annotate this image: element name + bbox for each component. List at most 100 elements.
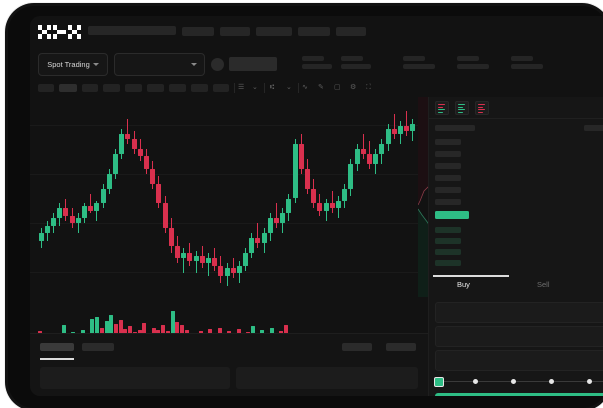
candle-body <box>181 253 187 259</box>
orderbook-mode-both-icon[interactable] <box>435 101 449 115</box>
orders-panel <box>30 333 428 396</box>
orderbook-mode-group <box>435 101 489 115</box>
tf-5m[interactable] <box>59 84 77 92</box>
candle-body <box>106 173 112 189</box>
order-price-input[interactable] <box>435 302 603 323</box>
candle-body <box>348 163 354 189</box>
indicators-icon[interactable]: ⑆ <box>270 84 275 91</box>
orderbook-bid-row[interactable] <box>435 260 461 266</box>
tab-order-history[interactable] <box>82 343 114 351</box>
candle-body <box>286 198 292 214</box>
chart-gridline <box>30 223 428 224</box>
candle-body <box>100 188 106 204</box>
okx-logo[interactable] <box>38 25 81 39</box>
tf-more[interactable] <box>191 84 208 92</box>
line-tool-icon[interactable]: ∿ <box>302 84 308 91</box>
candle-body <box>398 126 403 134</box>
candle-body <box>305 168 311 189</box>
nav-item-6[interactable] <box>336 27 366 36</box>
tf-1h[interactable] <box>103 84 120 92</box>
candle-body <box>243 253 249 266</box>
candle-body <box>218 265 224 276</box>
orderbook-ask-row[interactable] <box>435 175 461 181</box>
order-total-input[interactable] <box>435 350 603 371</box>
trading-pair-select[interactable] <box>114 53 205 76</box>
orderbook-bid-row[interactable] <box>435 249 461 255</box>
orders-empty-left <box>40 367 230 389</box>
orderbook-ask-row[interactable] <box>435 187 461 193</box>
stat-last-price <box>229 57 277 71</box>
tab-buy[interactable]: Buy <box>457 280 470 289</box>
chevron-down-icon <box>191 63 197 66</box>
orders-action-2[interactable] <box>386 343 416 351</box>
order-amount-input[interactable] <box>435 326 603 347</box>
candle-body <box>404 126 410 132</box>
slider-step-25[interactable] <box>473 378 478 384</box>
tf-4h[interactable] <box>125 84 142 92</box>
candle-body <box>156 183 162 204</box>
candle-body <box>143 156 149 169</box>
tf-1m[interactable] <box>38 84 54 92</box>
candle-body <box>50 218 56 226</box>
camera-snapshot-icon[interactable]: ▢ <box>334 84 341 91</box>
tf-1d[interactable] <box>147 84 164 92</box>
slider-step-50[interactable] <box>511 378 516 384</box>
orderbook-ask-row[interactable] <box>435 163 461 169</box>
orderbook-ask-row[interactable] <box>435 151 461 157</box>
orders-action-1[interactable] <box>342 343 372 351</box>
candle-body <box>292 143 298 199</box>
candle-body <box>336 200 342 209</box>
spot-trading-dropdown[interactable]: Spot Trading <box>38 53 108 76</box>
slider-step-100[interactable] <box>587 378 592 384</box>
nav-item-2[interactable] <box>182 27 214 36</box>
settings-gear-icon[interactable]: ⚙ <box>350 84 357 91</box>
candle-wick <box>393 113 395 139</box>
chart-toolbar: ☰ ⌄ ⑆ ⌄ ∿ ✎ ▢ ⚙ ⛶ <box>30 80 603 98</box>
nav-item-3[interactable] <box>220 27 250 36</box>
candle-wick <box>183 248 185 274</box>
orderbook-bid-row[interactable] <box>435 227 461 233</box>
candle-body <box>391 128 397 134</box>
drawing-pencil-icon[interactable]: ✎ <box>318 84 324 91</box>
app-screen: Spot Trading <box>30 16 603 396</box>
submit-buy-button[interactable] <box>435 393 603 396</box>
chart-type-chevron-icon[interactable]: ⌄ <box>252 84 258 91</box>
candlestick-type-icon[interactable]: ☰ <box>238 84 245 91</box>
tf-extra[interactable] <box>213 84 229 92</box>
spot-trading-label: Spot Trading <box>47 60 90 69</box>
candle-body <box>38 233 44 241</box>
orderbook-mode-bids-icon[interactable] <box>455 101 469 115</box>
candle-body <box>137 148 143 157</box>
toolbar-separator <box>298 83 299 93</box>
candle-wick <box>232 258 234 279</box>
percent-slider[interactable] <box>437 381 603 382</box>
nav-item-5[interactable] <box>298 27 330 36</box>
slider-step-75[interactable] <box>549 378 554 384</box>
candle-body <box>261 233 267 244</box>
candle-body <box>88 205 94 211</box>
fullscreen-icon[interactable]: ⛶ <box>366 84 371 91</box>
chevron-down-icon <box>92 63 99 66</box>
nav-item-1[interactable] <box>88 26 176 35</box>
nav-item-4[interactable] <box>256 27 292 36</box>
tab-open-orders[interactable] <box>40 343 74 351</box>
candle-body <box>311 188 317 204</box>
orderbook-bid-row[interactable] <box>435 238 461 244</box>
toolbar-separator <box>264 83 265 93</box>
orderbook-trade-panel: Buy Sell <box>428 97 603 396</box>
volume-bar <box>170 310 175 350</box>
orderbook-ask-row[interactable] <box>435 199 461 205</box>
candle-body <box>94 203 100 211</box>
tab-sell[interactable]: Sell <box>537 280 550 289</box>
slider-handle[interactable] <box>434 377 444 387</box>
tf-15m[interactable] <box>82 84 98 92</box>
candle-body <box>342 188 348 201</box>
logo-letter-x <box>68 25 81 39</box>
orderbook-mode-asks-icon[interactable] <box>475 101 489 115</box>
tf-1w[interactable] <box>169 84 186 92</box>
candle-body <box>274 218 280 224</box>
candle-body <box>199 255 205 264</box>
indicators-chevron-icon[interactable]: ⌄ <box>286 84 292 91</box>
orderbook-ask-row[interactable] <box>435 139 461 145</box>
logo-letter-k <box>53 25 66 39</box>
